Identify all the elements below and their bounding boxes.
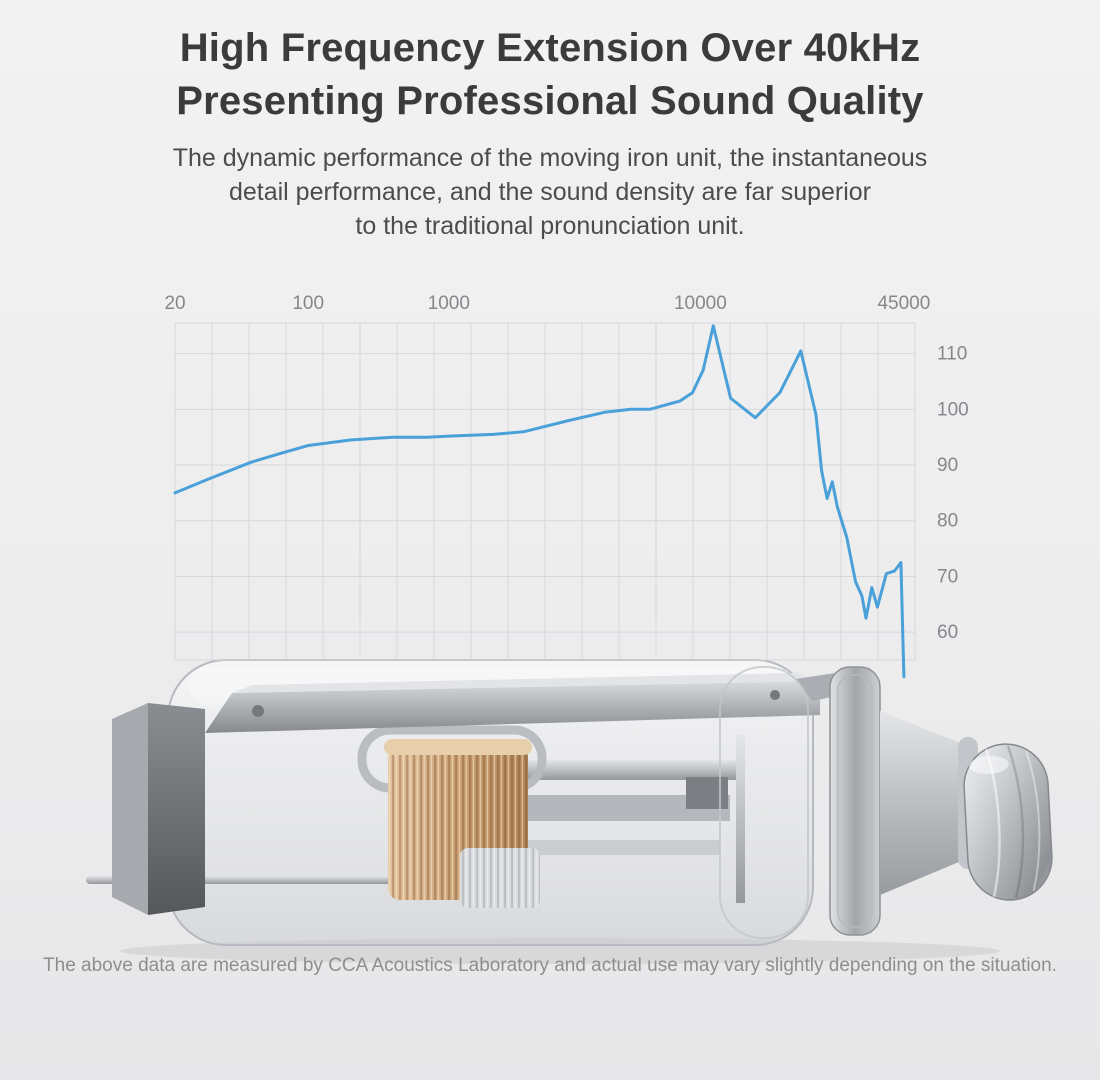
balanced-armature-driver-illustration bbox=[86, 659, 1053, 964]
x-tick-label: 1000 bbox=[428, 293, 470, 314]
spacer-block bbox=[686, 777, 728, 809]
armature-bar-top bbox=[500, 760, 745, 780]
description-line-1: The dynamic performance of the moving ir… bbox=[172, 144, 928, 172]
title-line-1: High Frequency Extension Over 40kHz bbox=[179, 26, 921, 70]
screw-left bbox=[252, 705, 264, 717]
magnet-block-face bbox=[148, 703, 205, 915]
frequency-response-chart-svg: 110 100 90 80 70 60 20 100 1000 10000 45000 bbox=[164, 293, 969, 679]
frequency-response-curve bbox=[173, 324, 906, 679]
footnote: The above data are measured by CCA Acous… bbox=[43, 955, 1057, 976]
x-tick-label: 45000 bbox=[877, 293, 930, 314]
description-line-2: detail performance, and the sound densit… bbox=[228, 178, 872, 206]
nozzle-cone bbox=[880, 711, 966, 895]
coil-lower-ribs bbox=[460, 848, 540, 908]
description-line-3: to the traditional pronunciation unit. bbox=[355, 212, 745, 240]
vertical-pin bbox=[736, 735, 745, 903]
cap-rib-3 bbox=[1025, 750, 1041, 892]
screw-right bbox=[770, 690, 780, 700]
y-tick-label: 110 bbox=[937, 344, 967, 365]
x-tick-label: 10000 bbox=[674, 293, 727, 314]
driver-illustration bbox=[0, 645, 1100, 975]
y-tick-label: 80 bbox=[937, 511, 958, 532]
x-tick-label: 100 bbox=[292, 293, 324, 314]
cap-rib-2 bbox=[1006, 745, 1025, 899]
y-tick-label: 70 bbox=[937, 566, 958, 587]
x-tick-label: 20 bbox=[164, 293, 185, 314]
magnet-block-side bbox=[112, 703, 148, 915]
y-tick-label: 100 bbox=[937, 399, 969, 420]
nozzle-cap bbox=[963, 743, 1053, 901]
description: The dynamic performance of the moving ir… bbox=[0, 141, 1100, 243]
page-title: High Frequency Extension Over 40kHz Pres… bbox=[0, 22, 1100, 128]
armature-bar-bottom bbox=[520, 840, 720, 855]
title-line-2: Presenting Professional Sound Quality bbox=[176, 79, 924, 123]
y-tick-label: 60 bbox=[937, 622, 958, 643]
frequency-response-chart: 110 100 90 80 70 60 20 100 1000 10000 45000 bbox=[164, 293, 995, 705]
y-tick-label: 90 bbox=[937, 455, 958, 476]
cap-highlight bbox=[968, 755, 1009, 775]
voice-coil-cap bbox=[384, 739, 532, 755]
top-plate bbox=[205, 681, 820, 733]
